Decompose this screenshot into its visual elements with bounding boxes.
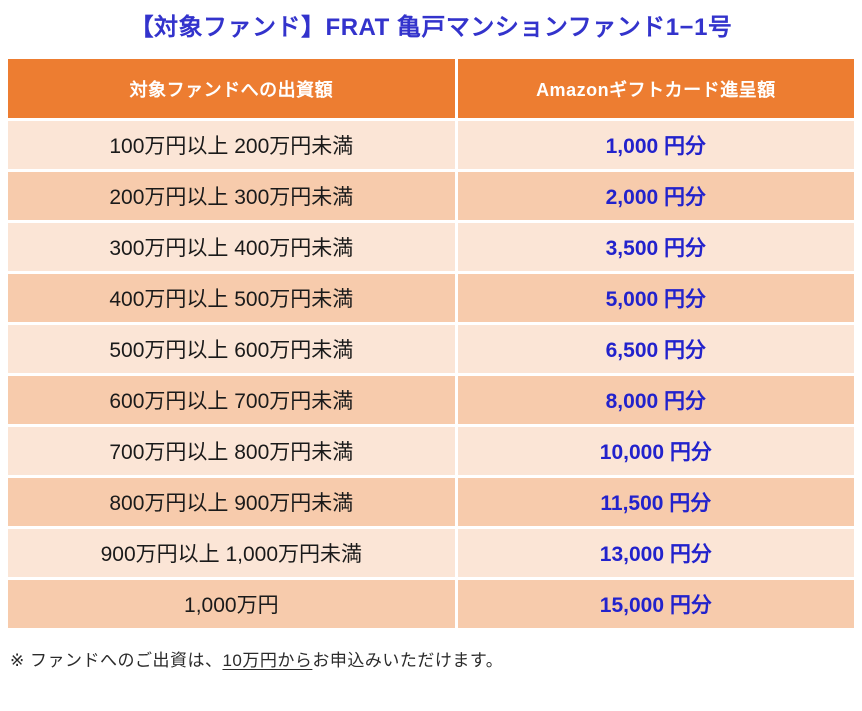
table-row: 500万円以上 600万円未満 6,500 円分 (8, 325, 854, 373)
gift-amount-cell: 10,000 円分 (457, 427, 854, 475)
table-body: 100万円以上 200万円未満 1,000 円分 200万円以上 300万円未満 2,… (8, 121, 854, 628)
gift-amount-cell: 13,000 円分 (457, 529, 854, 577)
table-row: 700万円以上 800万円未満 10,000 円分 (8, 427, 854, 475)
gift-amount-cell: 5,000 円分 (457, 274, 854, 322)
investment-range-cell: 1,000万円 (8, 580, 455, 628)
investment-range-cell: 700万円以上 800万円未満 (8, 427, 455, 475)
investment-range-cell: 500万円以上 600万円未満 (8, 325, 455, 373)
investment-range-cell: 900万円以上 1,000万円未満 (8, 529, 455, 577)
investment-range-cell: 600万円以上 700万円未満 (8, 376, 455, 424)
table-row: 1,000万円 15,000 円分 (8, 580, 854, 628)
table-row: 800万円以上 900万円未満 11,500 円分 (8, 478, 854, 526)
table-header: 対象ファンドへの出資額 Amazonギフトカード進呈額 (8, 59, 854, 118)
investment-range-cell: 400万円以上 500万円未満 (8, 274, 455, 322)
gift-amount-cell: 1,000 円分 (457, 121, 854, 169)
column-header-investment: 対象ファンドへの出資額 (8, 59, 455, 118)
footnote-underlined-text: 10万円から (222, 651, 313, 670)
gift-amount-cell: 3,500 円分 (457, 223, 854, 271)
gift-amount-cell: 15,000 円分 (457, 580, 854, 628)
header-row: 対象ファンドへの出資額 Amazonギフトカード進呈額 (8, 59, 854, 118)
gift-amount-cell: 6,500 円分 (457, 325, 854, 373)
table-row: 300万円以上 400万円未満 3,500 円分 (8, 223, 854, 271)
column-header-gift: Amazonギフトカード進呈額 (457, 59, 854, 118)
footnote-prefix: ※ ファンドへのご出資は、 (10, 651, 223, 670)
gift-card-table: 対象ファンドへの出資額 Amazonギフトカード進呈額 100万円以上 200万… (5, 56, 857, 631)
table-row: 200万円以上 300万円未満 2,000 円分 (8, 172, 854, 220)
footnote: ※ ファンドへのご出資は、10万円からお申込みいただけます。 (10, 646, 862, 671)
page-title: 【対象ファンド】FRAT 亀戸マンションファンド1−1号 (129, 14, 733, 41)
gift-amount-cell: 2,000 円分 (457, 172, 854, 220)
investment-range-cell: 200万円以上 300万円未満 (8, 172, 455, 220)
gift-amount-cell: 11,500 円分 (457, 478, 854, 526)
gift-amount-cell: 8,000 円分 (457, 376, 854, 424)
footnote-suffix: お申込みいただけます。 (312, 651, 504, 670)
table-row: 100万円以上 200万円未満 1,000 円分 (8, 121, 854, 169)
investment-range-cell: 800万円以上 900万円未満 (8, 478, 455, 526)
table-row: 400万円以上 500万円未満 5,000 円分 (8, 274, 854, 322)
table-row: 600万円以上 700万円未満 8,000 円分 (8, 376, 854, 424)
investment-range-cell: 300万円以上 400万円未満 (8, 223, 455, 271)
table-row: 900万円以上 1,000万円未満 13,000 円分 (8, 529, 854, 577)
investment-range-cell: 100万円以上 200万円未満 (8, 121, 455, 169)
